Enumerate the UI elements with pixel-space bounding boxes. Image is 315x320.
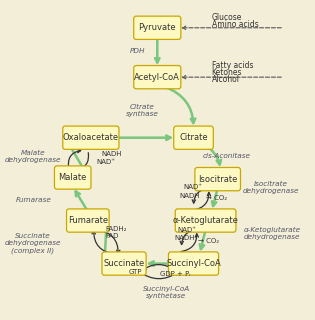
FancyBboxPatch shape xyxy=(54,166,91,189)
Text: Citrate: Citrate xyxy=(179,133,208,142)
Text: Fumarase: Fumarase xyxy=(16,197,52,204)
FancyBboxPatch shape xyxy=(134,66,181,89)
Text: NADH: NADH xyxy=(101,151,122,157)
Text: Oxaloacetate: Oxaloacetate xyxy=(63,133,119,142)
Text: NADH: NADH xyxy=(179,193,199,199)
Text: Succinate: Succinate xyxy=(103,259,145,268)
FancyBboxPatch shape xyxy=(66,209,109,232)
FancyBboxPatch shape xyxy=(63,126,119,149)
Text: Acetyl-CoA: Acetyl-CoA xyxy=(135,73,180,82)
Text: NADH: NADH xyxy=(174,235,194,241)
Text: Isocitrate
dehydrogenase: Isocitrate dehydrogenase xyxy=(242,181,299,194)
Text: Fatty acids: Fatty acids xyxy=(212,60,253,70)
Text: Malate
dehydrogenase: Malate dehydrogenase xyxy=(5,150,61,163)
Text: Fumarate: Fumarate xyxy=(68,216,108,225)
Text: α-Ketoglutarate
dehydrogenase: α-Ketoglutarate dehydrogenase xyxy=(243,228,301,240)
FancyBboxPatch shape xyxy=(175,209,236,232)
Text: Ketones: Ketones xyxy=(212,68,242,76)
Text: NAD⁺: NAD⁺ xyxy=(178,227,197,233)
Text: Isocitrate: Isocitrate xyxy=(198,175,238,184)
Text: NAD⁺: NAD⁺ xyxy=(183,184,202,190)
Text: FADH₂: FADH₂ xyxy=(105,226,127,232)
Text: Succinyl-CoA
synthetase: Succinyl-CoA synthetase xyxy=(143,286,190,299)
Text: PDH: PDH xyxy=(130,48,146,54)
FancyBboxPatch shape xyxy=(195,167,240,191)
FancyBboxPatch shape xyxy=(134,16,181,39)
Text: Glucose: Glucose xyxy=(212,13,242,22)
FancyBboxPatch shape xyxy=(102,252,146,275)
Text: Succinate
dehydrogenase
(complex II): Succinate dehydrogenase (complex II) xyxy=(5,233,61,254)
Text: Citrate
synthase: Citrate synthase xyxy=(126,104,159,117)
Text: GDP + Pᵢ: GDP + Pᵢ xyxy=(160,271,190,277)
Text: Alcohol: Alcohol xyxy=(212,75,240,84)
Text: Pyruvate: Pyruvate xyxy=(139,23,176,32)
FancyBboxPatch shape xyxy=(174,126,213,149)
Text: → CO₂: → CO₂ xyxy=(198,238,219,244)
Text: NAD⁺: NAD⁺ xyxy=(96,159,115,165)
Text: → CO₂: → CO₂ xyxy=(206,195,227,201)
Text: FAD: FAD xyxy=(105,233,119,239)
Text: cis-Aconitase: cis-Aconitase xyxy=(203,153,251,159)
Text: Malate: Malate xyxy=(59,173,87,182)
Text: Succinyl-CoA: Succinyl-CoA xyxy=(166,259,221,268)
Text: α-Ketoglutarate: α-Ketoglutarate xyxy=(173,216,238,225)
FancyBboxPatch shape xyxy=(169,252,219,275)
Text: Amino acids: Amino acids xyxy=(212,20,258,29)
Text: GTP: GTP xyxy=(129,269,142,275)
